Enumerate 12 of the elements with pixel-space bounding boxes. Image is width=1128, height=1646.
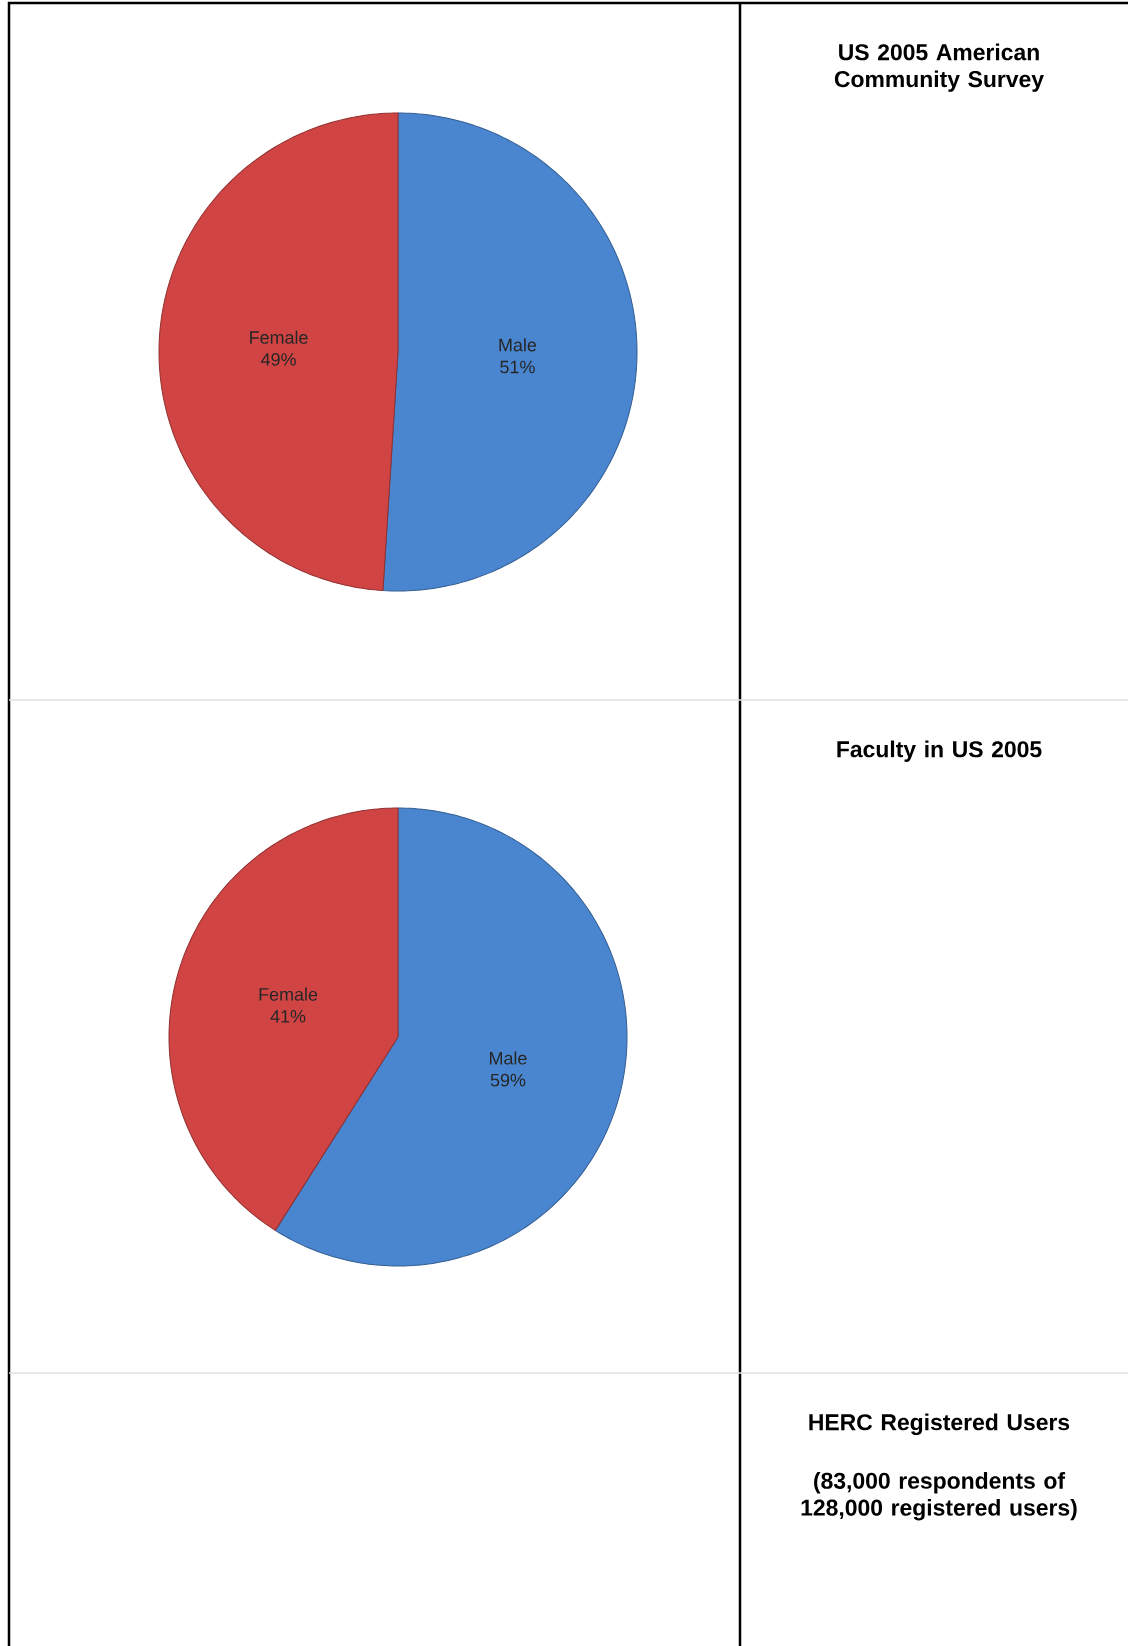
text: Faculty in US 2005 xyxy=(837,740,1042,762)
text: HERC Registered Users xyxy=(809,1413,1070,1435)
data-label: 41% xyxy=(270,1010,306,1023)
data-label: 49% xyxy=(261,353,296,366)
data-label: 51% xyxy=(500,360,535,374)
slice-label: Male xyxy=(489,1051,527,1065)
text: (83,000 respondents of 128,000 registered users) xyxy=(801,1472,1077,1521)
slice-label: Female xyxy=(250,330,308,344)
text: US 2005 American Community Survey xyxy=(834,43,1044,92)
data-label: 59% xyxy=(490,1073,526,1087)
slice-label: Female xyxy=(259,987,318,1001)
slice-label: Male xyxy=(499,338,537,352)
